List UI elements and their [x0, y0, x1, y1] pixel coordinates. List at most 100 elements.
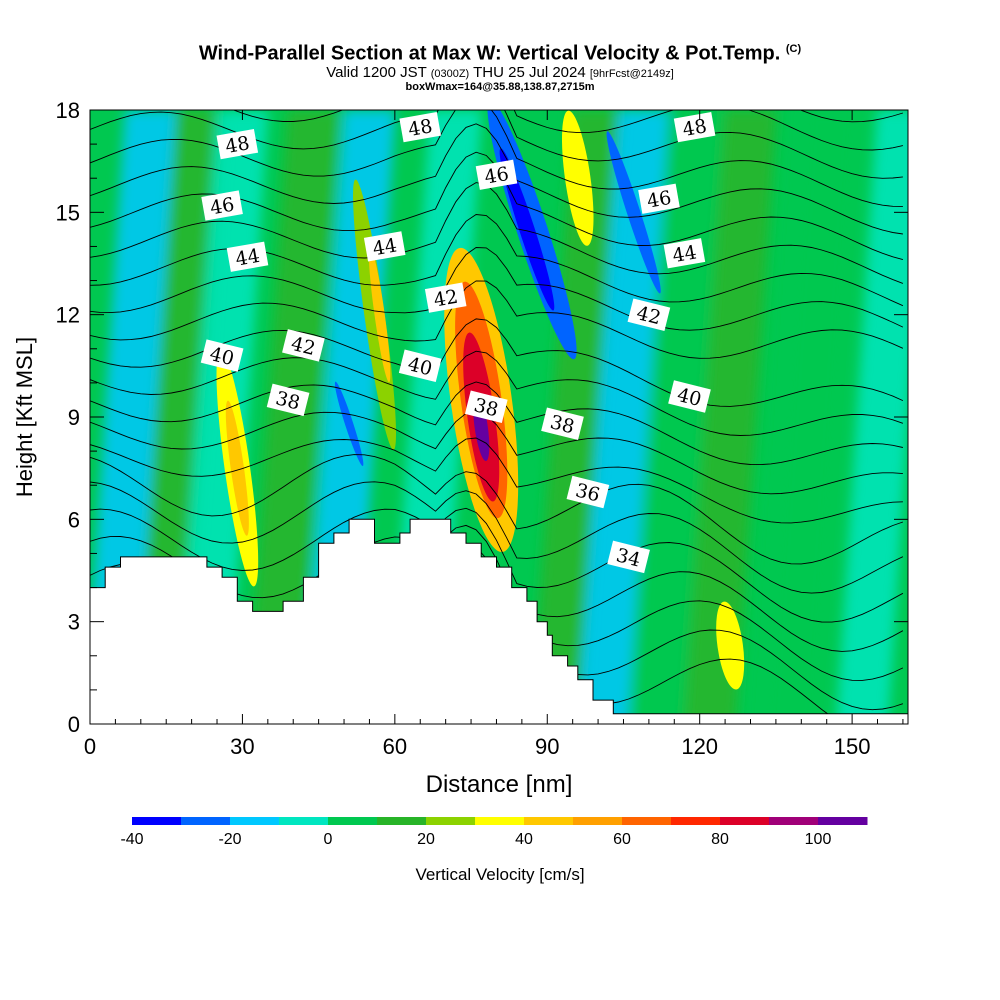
colorbar-swatch: [279, 817, 329, 825]
contour-label-text: 44: [371, 234, 399, 260]
colorbar-tick-label: 80: [711, 831, 729, 848]
contour-label-box: [673, 111, 716, 143]
chart-header: Wind-Parallel Section at Max W: Vertical…: [0, 38, 1000, 93]
colorbar-swatch: [377, 817, 427, 825]
colorbar-swatch: [181, 817, 231, 825]
contour-label-box: [201, 190, 243, 221]
isentrope-line: [90, 350, 904, 436]
colorbar: -40 -20 0 20 40 60 80 100 Vertical Velocity [cm/…: [120, 817, 868, 884]
colorbar-tick-label: 40: [515, 831, 533, 848]
colorbar-tick-label: 20: [417, 831, 435, 848]
x-tick-label: 120: [681, 734, 718, 759]
contour-label-text: 44: [671, 241, 699, 267]
isentrope-line: [90, 381, 903, 466]
velocity-cell: [561, 110, 594, 246]
contour-label-text: 48: [681, 115, 709, 141]
isentrope-line: [90, 123, 903, 235]
velocity-band: [683, 110, 777, 724]
y-tick-label: 6: [68, 507, 80, 532]
contour-label-box: [226, 241, 269, 272]
colorbar-swatch: [720, 817, 770, 825]
contour-label-text: 46: [645, 187, 673, 213]
colorbar-label: Vertical Velocity [cm/s]: [415, 865, 584, 884]
contour-label: 40: [398, 349, 442, 383]
x-tick-label: 30: [230, 734, 254, 759]
colorbar-tick-label: -40: [120, 831, 143, 848]
x-tick-label: 0: [84, 734, 96, 759]
contour-label-text: 48: [224, 132, 252, 158]
contour-label: 42: [424, 282, 467, 313]
chart-title: Wind-Parallel Section at Max W: Vertical…: [198, 42, 802, 65]
contour-label-box: [464, 390, 508, 424]
contour-label-box: [475, 159, 518, 190]
contour-label-box: [638, 183, 680, 214]
isentrope-line: [90, 507, 904, 623]
isentrope-line: [90, 280, 904, 359]
isentrope-line: [90, 481, 904, 594]
contour-label-box: [266, 383, 310, 417]
contour-label: 48: [216, 128, 259, 160]
colorbar-swatch: [818, 817, 868, 825]
x-tick-label: 90: [535, 734, 559, 759]
isentrope-line: [90, 437, 903, 524]
contour-label: 46: [638, 183, 680, 214]
velocity-features: [216, 110, 745, 690]
colorbar-swatch: [524, 817, 574, 825]
contour-label-box: [282, 329, 325, 362]
contour-label-box: [607, 540, 650, 574]
contour-label: 42: [282, 329, 325, 362]
contour-label: 44: [663, 238, 706, 269]
plot-content: [90, 110, 908, 724]
isentrope-line: [90, 247, 904, 331]
contour-label-text: 46: [208, 194, 236, 220]
isentrope-line: [90, 454, 904, 565]
contour-label-box: [399, 111, 441, 143]
colorbar-swatch: [573, 817, 623, 825]
velocity-band: [836, 110, 908, 724]
contour-label-text: 48: [407, 115, 435, 141]
contour-label-box: [541, 407, 584, 441]
contour-label: 44: [226, 241, 269, 272]
isentrope-line: [90, 182, 904, 284]
colorbar-swatch: [622, 817, 672, 825]
contour-label-box: [363, 231, 406, 262]
contour-label: 48: [399, 111, 441, 143]
y-axis-label: Height [Kft MSL]: [12, 337, 37, 497]
contour-label-box: [424, 282, 467, 313]
contour-label-text: 46: [483, 163, 511, 189]
y-tick-label: 15: [56, 200, 80, 225]
velocity-band: [633, 110, 726, 724]
terrain: [90, 518, 908, 724]
isentrope-line: [232, 110, 903, 151]
y-tick-label: 18: [56, 98, 80, 123]
colorbar-tick-label: 0: [324, 831, 333, 848]
y-tick-label: 3: [68, 610, 80, 635]
axes: 0 30 60 90 120 150 0 3 6 9 12 15 18 Distance [nm] Heig…: [12, 98, 909, 798]
contour-label-text: 42: [432, 286, 460, 312]
contour-label: 46: [475, 159, 518, 190]
isentrope-line: [90, 410, 903, 495]
colorbar-swatch: [132, 817, 182, 825]
colorbar-tick-label: 60: [613, 831, 631, 848]
isentrope-line: [90, 318, 904, 407]
x-axis-label: Distance [nm]: [426, 771, 573, 798]
velocity-cell: [225, 400, 249, 536]
contour-label-box: [627, 298, 671, 331]
contour-label-box: [566, 475, 610, 509]
isentrope-line: [90, 214, 904, 307]
colorbar-swatch: [230, 817, 280, 825]
chart-subtitle: Valid 1200 JST (0300Z) THU 25 Jul 2024 […: [326, 63, 674, 81]
colorbar-swatch: [328, 817, 378, 825]
isentrope-line: [90, 110, 903, 179]
contour-label: 40: [200, 339, 244, 372]
colorbar-swatch: [671, 817, 721, 825]
contour-label: 44: [363, 231, 406, 262]
x-tick-label: 60: [383, 734, 407, 759]
contour-label-box: [200, 339, 244, 372]
velocity-cell: [334, 381, 364, 467]
copyright-mark: (C): [785, 43, 802, 55]
velocity-cell: [368, 247, 391, 383]
colorbar-tick-label: 100: [805, 831, 832, 848]
